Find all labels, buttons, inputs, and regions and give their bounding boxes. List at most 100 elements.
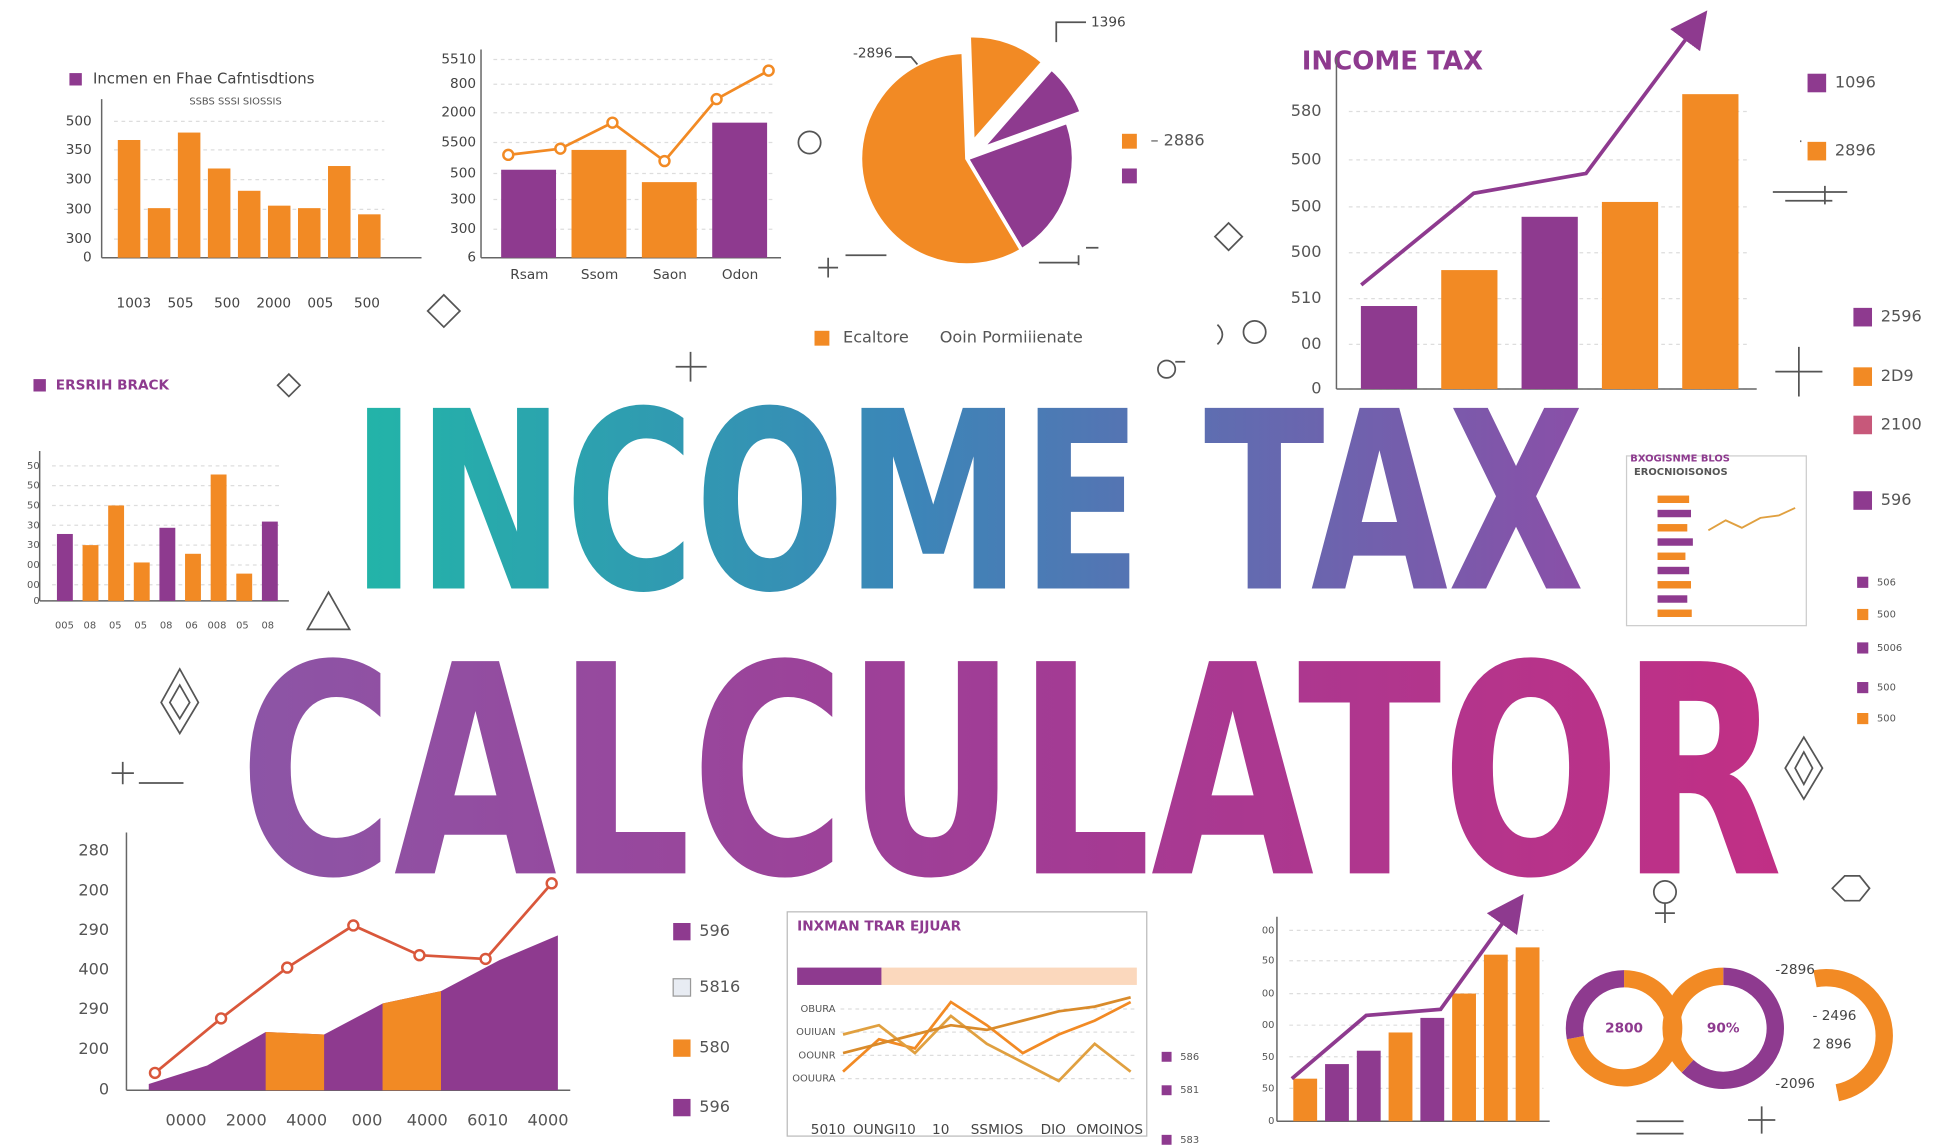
line: [842, 996, 1131, 1055]
bar: [328, 166, 351, 258]
x-tick-label: 05: [109, 621, 122, 632]
legend-swatch: [1857, 576, 1869, 588]
point: [554, 142, 567, 155]
legend-swatch: [1853, 307, 1873, 327]
legend-label: 581: [1180, 1085, 1199, 1096]
x-tick-label: 05: [134, 621, 147, 632]
bar: [177, 132, 201, 258]
legend-label: 2D9: [1881, 366, 1914, 385]
y-tick-label: 50: [27, 481, 40, 492]
legend-label: 5006: [1877, 643, 1902, 654]
point: [502, 148, 515, 162]
bar: [1682, 94, 1739, 390]
point: [148, 1066, 162, 1080]
legend-label: 2100: [1881, 414, 1922, 433]
line: [508, 69, 770, 163]
mini-bar: [1657, 552, 1686, 560]
donut-callout: -2096: [1775, 1076, 1815, 1092]
legend-label: 2596: [1881, 307, 1922, 326]
y-tick-label: 0: [99, 1080, 109, 1099]
y-tick-label: 500: [1291, 242, 1322, 261]
legend-swatch: [1857, 682, 1869, 694]
y-tick-label: 580: [1291, 101, 1322, 120]
mini-bar: [1657, 495, 1690, 504]
y-tick-label: 0: [1311, 379, 1321, 398]
legend-swatch: [1857, 608, 1869, 621]
x-tick-label: 5010: [811, 1122, 846, 1138]
x-tick-label: 06: [185, 621, 198, 632]
y-tick-label: 350: [66, 142, 92, 158]
x-tick-label: 08: [160, 621, 173, 632]
x-tick-label: DIO: [1041, 1122, 1066, 1138]
donut-label: 90%: [1707, 1020, 1740, 1036]
x-tick-label: 500: [214, 296, 240, 312]
pie-slice: [964, 119, 1076, 253]
y-tick-label: 200: [78, 880, 109, 899]
x-tick-label: 4000: [286, 1111, 327, 1130]
mini-bar: [1657, 581, 1692, 589]
title-swatch: [69, 73, 82, 86]
y-tick-label: 500: [450, 165, 476, 181]
line: [842, 1000, 1132, 1073]
x-tick-label: 005: [307, 296, 333, 312]
y-tick-label: 300: [66, 201, 92, 217]
legend-label: 586: [1180, 1052, 1199, 1063]
y-tick-label: 50: [27, 461, 40, 472]
legend-swatch: [1161, 1085, 1172, 1096]
mini-bar: [1657, 566, 1690, 575]
x-tick-label: Odon: [722, 267, 758, 283]
legend-swatch: [1853, 367, 1873, 386]
bar: [236, 573, 253, 601]
bar: [237, 190, 261, 258]
title-swatch: [33, 379, 46, 392]
x-tick-label: 1003: [117, 296, 152, 312]
mini-bar: [1657, 538, 1693, 546]
bar: [261, 521, 278, 601]
donut-callout: -2896: [1775, 962, 1815, 978]
bar: [1515, 947, 1540, 1122]
y-tick-label: 500: [1291, 196, 1322, 215]
x-tick-label: Ssom: [581, 267, 618, 283]
x-tick-label: 005: [55, 621, 74, 632]
bar: [297, 208, 321, 258]
bar: [1388, 1032, 1413, 1122]
y-tick-label: 6: [467, 250, 476, 266]
pie-label: -2896: [853, 45, 893, 61]
bar: [267, 205, 291, 258]
point: [606, 116, 619, 129]
leader: [895, 56, 919, 65]
pie-slice: [858, 50, 1025, 267]
bar: [1441, 270, 1498, 390]
x-tick-label: 2000: [226, 1111, 267, 1130]
legend-swatch: [672, 978, 692, 997]
bar: [641, 182, 697, 258]
y-tick-label: 00: [1262, 989, 1275, 1000]
panel-title: INCOME TAX: [1302, 46, 1483, 76]
y-tick-label: 00: [1262, 1020, 1275, 1031]
bar: [185, 553, 201, 601]
mini-bar: [1657, 524, 1688, 532]
y-tick-label: 500: [66, 113, 92, 129]
donut-arc: [1662, 967, 1724, 1073]
legend-label: 2896: [1835, 141, 1876, 160]
row-label: OOUURA: [792, 1074, 836, 1085]
point: [413, 949, 426, 962]
legend-label: 500: [1877, 610, 1896, 621]
legend-swatch: [1853, 415, 1873, 435]
legend-label: 596: [1881, 490, 1912, 509]
x-tick-label: OMOINOS: [1076, 1122, 1143, 1138]
y-tick-label: 300: [66, 172, 92, 188]
legend-swatch: [1857, 712, 1869, 725]
y-tick-label: 30: [27, 540, 40, 551]
x-tick-label: 10: [932, 1122, 949, 1138]
bar: [1293, 1078, 1318, 1122]
pie-label: 1396: [1091, 14, 1126, 30]
headline-line1: INCOME TAX: [351, 360, 1585, 648]
bar: [1452, 993, 1476, 1122]
y-tick-label: 290: [78, 920, 109, 939]
point: [479, 952, 492, 966]
row-label: OUIUAN: [796, 1027, 835, 1038]
x-tick-label: 6010: [467, 1111, 508, 1130]
area-highlight: [382, 991, 441, 1091]
panel-subtitle: SSBS SSSI SIOSSIS: [189, 97, 281, 108]
